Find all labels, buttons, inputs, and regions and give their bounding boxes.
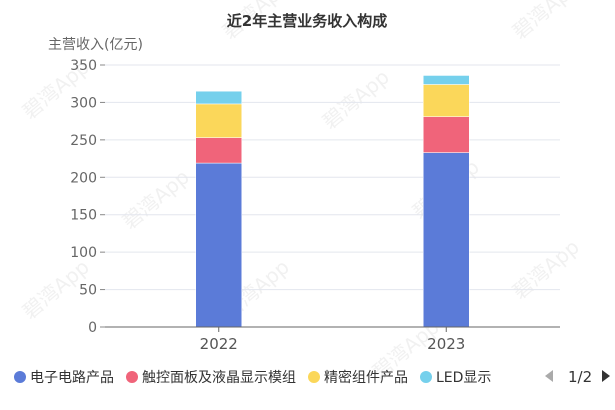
- x-tick-label: 2023: [427, 335, 465, 353]
- legend-marker: [126, 371, 138, 383]
- legend-item[interactable]: 精密组件产品: [308, 369, 408, 386]
- triangle-right-icon[interactable]: [602, 370, 610, 382]
- x-tick-label: 2022: [200, 335, 238, 353]
- watermark-text: 碧湾App: [118, 165, 194, 234]
- x-axis-ticks: 2022 2023: [200, 327, 465, 353]
- y-tick-label: 200: [70, 170, 97, 186]
- y-tick-label: 0: [88, 320, 97, 336]
- legend-label: 触控面板及液晶显示模组: [142, 370, 296, 386]
- legend-page-label: 1/2: [568, 368, 592, 386]
- legend-label: 电子电路产品: [30, 370, 114, 386]
- watermark-text: 碧湾App: [508, 235, 584, 304]
- legend-items: 电子电路产品 触控面板及液晶显示模组 精密组件产品 LED显示: [14, 369, 491, 386]
- y-tick-label: 300: [70, 95, 97, 111]
- legend-item[interactable]: LED显示: [420, 370, 491, 386]
- bar-segment: [423, 84, 470, 117]
- chart-title: 近2年主营业务收入构成: [227, 12, 387, 30]
- bar-segment: [195, 90, 242, 105]
- legend-pager: 1/2: [545, 368, 610, 386]
- legend-marker: [14, 371, 26, 383]
- legend-marker: [420, 371, 432, 383]
- bar-segment: [423, 152, 470, 328]
- y-tick-label: 100: [70, 245, 97, 261]
- legend-label: 精密组件产品: [324, 369, 408, 386]
- bar-segment: [195, 162, 242, 328]
- bar-segment: [423, 116, 470, 153]
- legend: 电子电路产品 触控面板及液晶显示模组 精密组件产品 LED显示: [14, 369, 491, 386]
- watermark-text: 碧湾App: [508, 0, 584, 44]
- y-tick-label: 50: [79, 283, 97, 299]
- legend-item[interactable]: 触控面板及液晶显示模组: [126, 370, 296, 386]
- y-tick-label: 250: [70, 133, 97, 149]
- bars: [195, 75, 470, 328]
- y-tick-label: 350: [70, 58, 97, 74]
- bar-segment: [423, 75, 470, 85]
- bar-segment: [195, 103, 242, 138]
- bar-segment: [195, 137, 242, 164]
- y-tick-label: 150: [70, 208, 97, 224]
- legend-label: LED显示: [436, 370, 491, 386]
- legend-item[interactable]: 电子电路产品: [14, 370, 114, 386]
- y-axis-ticks: 0 50 100 150 200 250 300 350: [70, 58, 105, 336]
- watermark-text: 碧湾App: [318, 65, 394, 134]
- legend-marker: [308, 371, 320, 383]
- grid-lines: [105, 64, 560, 291]
- triangle-left-icon[interactable]: [545, 370, 553, 382]
- y-axis-label: 主营收入(亿元): [48, 37, 143, 53]
